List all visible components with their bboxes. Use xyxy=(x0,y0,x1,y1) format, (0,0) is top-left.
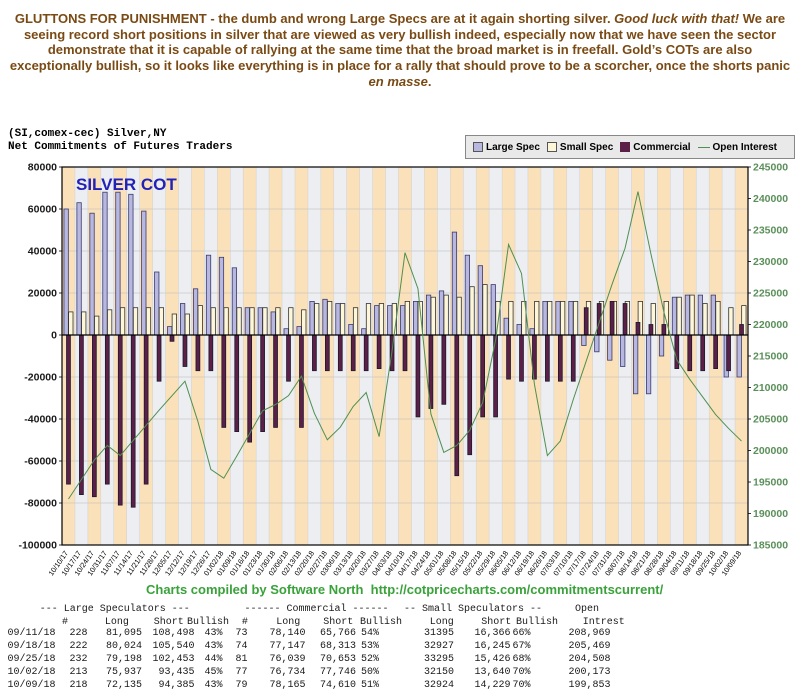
svg-text:-80000: -80000 xyxy=(24,497,57,509)
svg-text:20000: 20000 xyxy=(28,287,57,299)
svg-text:215000: 215000 xyxy=(753,350,788,362)
svg-text:235000: 235000 xyxy=(753,224,788,236)
svg-text:240000: 240000 xyxy=(753,193,788,205)
svg-text:185000: 185000 xyxy=(753,539,788,551)
svg-text:SILVER COT: SILVER COT xyxy=(76,175,177,194)
svg-text:-60000: -60000 xyxy=(24,455,57,467)
svg-text:225000: 225000 xyxy=(753,287,788,299)
svg-text:205000: 205000 xyxy=(753,413,788,425)
svg-text:0: 0 xyxy=(51,329,57,341)
svg-text:-100000: -100000 xyxy=(18,539,57,551)
svg-text:80000: 80000 xyxy=(28,161,57,173)
svg-text:-40000: -40000 xyxy=(24,413,57,425)
svg-text:210000: 210000 xyxy=(753,382,788,394)
svg-text:220000: 220000 xyxy=(753,319,788,331)
svg-text:40000: 40000 xyxy=(28,245,57,257)
svg-text:195000: 195000 xyxy=(753,476,788,488)
svg-text:200000: 200000 xyxy=(753,445,788,457)
svg-text:60000: 60000 xyxy=(28,203,57,215)
svg-text:190000: 190000 xyxy=(753,508,788,520)
svg-text:245000: 245000 xyxy=(753,161,788,173)
svg-text:230000: 230000 xyxy=(753,256,788,268)
svg-text:-20000: -20000 xyxy=(24,371,57,383)
